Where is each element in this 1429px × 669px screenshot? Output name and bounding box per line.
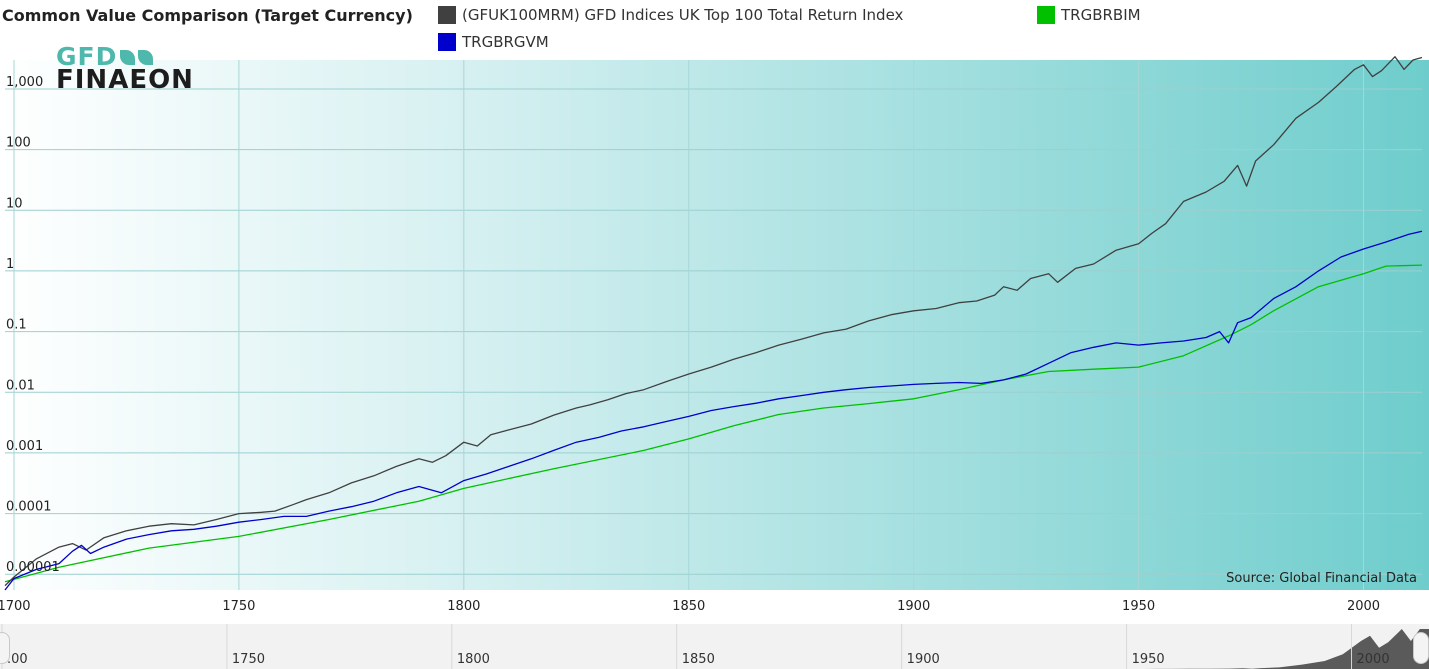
source-annotation: Source: Global Financial Data <box>1226 571 1417 586</box>
legend-label-trgbrgvm: TRGBRGVM <box>462 33 549 51</box>
y-tick-label: 0.001 <box>6 439 43 454</box>
y-tick-label: 10 <box>6 196 23 211</box>
x-tick-label: 1950 <box>1122 599 1155 614</box>
navigator-background <box>0 624 1429 669</box>
series-line-trgbrbim <box>4 264 1423 583</box>
series-line-trgbrgvm <box>4 230 1423 591</box>
navigator-left-handle[interactable] <box>0 632 10 664</box>
navigator-tick-label: 1950 <box>1132 652 1165 667</box>
y-tick-label: 100 <box>6 136 31 151</box>
legend-label-gfuk100: (GFUK100MRM) GFD Indices UK Top 100 Tota… <box>462 6 904 24</box>
plot-background <box>0 60 1429 590</box>
x-tick-label: 1850 <box>672 599 705 614</box>
legend-item-trgbrbim[interactable]: TRGBRBIM <box>1037 6 1141 24</box>
navigator-tick-label: 1750 <box>232 652 265 667</box>
y-tick-label: 0.01 <box>6 378 35 393</box>
navigator-tick-label: 1800 <box>457 652 490 667</box>
legend-swatch-trgbrgvm <box>438 33 456 51</box>
legend-item-trgbrgvm[interactable]: TRGBRGVM <box>438 33 549 51</box>
navigator-tick-label: 2000 <box>1357 652 1390 667</box>
chart-title: Common Value Comparison (Target Currency… <box>2 6 413 25</box>
navigator-tick-label: 1850 <box>682 652 715 667</box>
legend-swatch-gfuk100 <box>438 6 456 24</box>
gfd-finaeon-logo: GFD FINAEON <box>56 42 194 95</box>
y-tick-label: 0.0001 <box>6 500 52 515</box>
y-tick-label: 1,000 <box>6 75 43 90</box>
x-tick-label: 1750 <box>222 599 255 614</box>
series-line-gfuk100 <box>4 56 1423 587</box>
y-tick-label: 1 <box>6 257 14 272</box>
legend-swatch-trgbrbim <box>1037 6 1055 24</box>
navigator-tick-label: 1900 <box>907 652 940 667</box>
legend-item-gfuk100[interactable]: (GFUK100MRM) GFD Indices UK Top 100 Tota… <box>438 6 903 24</box>
navigator-right-handle[interactable] <box>1413 632 1429 664</box>
x-tick-label: 2000 <box>1347 599 1380 614</box>
navigator-tick-label: .00 <box>7 652 28 667</box>
x-tick-label: 1700 <box>0 599 31 614</box>
x-tick-label: 1900 <box>897 599 930 614</box>
x-tick-label: 1800 <box>447 599 480 614</box>
y-tick-label: 0.1 <box>6 318 27 333</box>
y-tick-label: 0.00001 <box>6 560 60 575</box>
legend-label-trgbrbim: TRGBRBIM <box>1061 6 1141 24</box>
